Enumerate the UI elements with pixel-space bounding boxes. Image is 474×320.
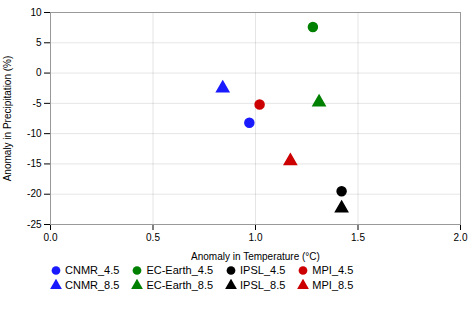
- html-text:MPI_8.5: MPI_8.5: [312, 279, 354, 291]
- svg-text:1.0: 1.0: [249, 232, 263, 243]
- svg-text:-20: -20: [27, 188, 42, 199]
- svg-text:Anomaly in Temperature (°C): Anomaly in Temperature (°C): [191, 251, 320, 262]
- svg-text:-15: -15: [27, 158, 42, 169]
- svg-text:2.0: 2.0: [454, 232, 468, 243]
- svg-text:-5: -5: [33, 98, 42, 109]
- svg-text:0.0: 0.0: [44, 232, 58, 243]
- svg-text:1.5: 1.5: [351, 232, 365, 243]
- svg-text:10: 10: [30, 7, 42, 18]
- html-text:MPI_4.5: MPI_4.5: [312, 264, 354, 276]
- svg-text:-25: -25: [27, 219, 42, 230]
- svg-text:Anomaly in Precipitation (%): Anomaly in Precipitation (%): [2, 56, 13, 182]
- html-text:CNMR_4.5: CNMR_4.5: [65, 264, 120, 276]
- svg-text:5: 5: [36, 37, 42, 48]
- html-text:CNMR_8.5: CNMR_8.5: [65, 279, 120, 291]
- html-text:IPSL_8.5: IPSL_8.5: [240, 279, 286, 291]
- svg-text:0: 0: [36, 67, 42, 78]
- html-text:EC-Earth_4.5: EC-Earth_4.5: [146, 264, 214, 276]
- html-text:IPSL_4.5: IPSL_4.5: [240, 264, 286, 276]
- svg-text:0.5: 0.5: [146, 232, 160, 243]
- svg-text:-10: -10: [27, 128, 42, 139]
- html-text:EC-Earth_8.5: EC-Earth_8.5: [146, 279, 214, 291]
